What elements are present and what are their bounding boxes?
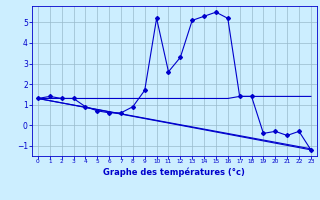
- X-axis label: Graphe des températures (°c): Graphe des températures (°c): [103, 167, 245, 177]
